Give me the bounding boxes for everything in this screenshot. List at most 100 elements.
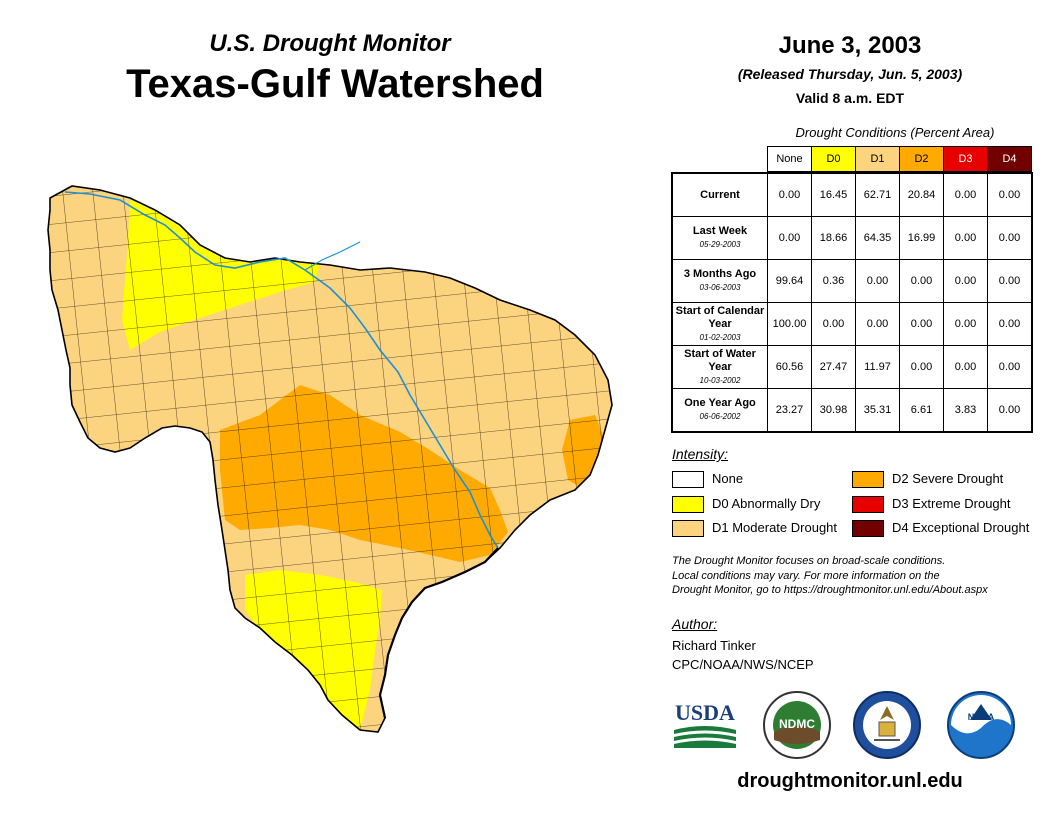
watershed-map <box>47 185 613 733</box>
swatch-d4 <box>852 520 884 538</box>
cell: 23.27 <box>767 388 812 433</box>
cell: 0.00 <box>855 302 900 346</box>
cell: 100.00 <box>767 302 812 346</box>
table-row: Start of Water Year 10-03-2002 60.56 27.4… <box>671 345 1033 389</box>
row-label-3-months-ago: 3 Months Ago 03-06-2003 <box>671 259 768 303</box>
col-none: None <box>767 146 812 172</box>
legend-label: D1 Moderate Drought <box>712 520 838 535</box>
legend-none: None <box>672 470 744 489</box>
col-d2: D2 <box>899 146 944 172</box>
cell: 0.00 <box>987 302 1033 346</box>
map-subtitle: U.S. Drought Monitor <box>209 30 451 57</box>
legend-d2: D2 Severe Drought <box>852 470 1004 489</box>
row-label-last-week: Last Week 05-29-2003 <box>671 216 768 260</box>
svg-text:USDA: USDA <box>675 700 735 725</box>
cell: 6.61 <box>899 388 944 433</box>
cell: 99.64 <box>767 259 812 303</box>
cell: 0.00 <box>899 302 944 346</box>
river-tributary <box>304 241 361 271</box>
note-line: The Drought Monitor focuses on broad-sca… <box>672 555 946 567</box>
cell: 0.00 <box>987 388 1033 433</box>
drought-table: Current 0.00 16.45 62.71 20.84 0.00 0.00… <box>671 172 1033 433</box>
legend-label: D4 Exceptional Drought <box>892 520 1030 535</box>
legend-d1: D1 Moderate Drought <box>672 519 838 538</box>
doc-seal-logo <box>853 691 921 759</box>
legend-d0: D0 Abnormally Dry <box>672 495 821 514</box>
cell: 0.00 <box>899 345 944 389</box>
table-row: Current 0.00 16.45 62.71 20.84 0.00 0.00 <box>671 172 1033 217</box>
cell: 16.45 <box>811 172 856 217</box>
swatch-d1 <box>672 520 704 538</box>
river-main <box>64 191 499 549</box>
row-label-start-calendar-year: Start of Calendar Year 01-02-2003 <box>671 302 768 346</box>
usda-logo: USDA <box>674 700 736 748</box>
row-label-current: Current <box>671 172 768 217</box>
cell: 3.83 <box>943 388 988 433</box>
col-d4: D4 <box>987 146 1032 172</box>
cell: 0.00 <box>987 172 1033 217</box>
cell: 62.71 <box>855 172 900 217</box>
valid-time: Valid 8 a.m. EDT <box>795 90 905 106</box>
cell: 16.99 <box>899 216 944 260</box>
cell: 18.66 <box>811 216 856 260</box>
cell: 0.36 <box>811 259 856 303</box>
cell: 35.31 <box>855 388 900 433</box>
gulf-coast <box>378 547 499 719</box>
svg-text:NDMC: NDMC <box>779 717 815 731</box>
noaa-logo: NOAA <box>947 691 1015 759</box>
cell: 27.47 <box>811 345 856 389</box>
legend-label: None <box>712 471 744 486</box>
table-caption: Drought Conditions (Percent Area) <box>795 125 995 140</box>
release-date: (Released Thursday, Jun. 5, 2003) <box>737 66 963 82</box>
map-date: June 3, 2003 <box>778 32 922 59</box>
cell: 0.00 <box>943 259 988 303</box>
legend-label: D2 Severe Drought <box>892 471 1004 486</box>
drought-table-header: None D0 D1 D2 D3 D4 <box>767 146 1032 172</box>
legend-d3: D3 Extreme Drought <box>852 495 1011 514</box>
cell: 60.56 <box>767 345 812 389</box>
swatch-none <box>672 471 704 489</box>
ndmc-logo: NDMC <box>763 691 831 759</box>
cell: 0.00 <box>899 259 944 303</box>
table-row: Last Week 05-29-2003 0.00 18.66 64.35 16.… <box>671 216 1033 260</box>
cell: 0.00 <box>767 216 812 260</box>
author-heading: Author: <box>672 616 718 632</box>
table-row: 3 Months Ago 03-06-2003 99.64 0.36 0.00 0… <box>671 259 1033 303</box>
cell: 0.00 <box>987 259 1033 303</box>
legend-label: D0 Abnormally Dry <box>712 496 821 511</box>
note-line: Drought Monitor, go to https://droughtmo… <box>672 584 988 596</box>
website-link[interactable]: droughtmonitor.unl.edu <box>737 770 963 792</box>
cell: 0.00 <box>987 216 1033 260</box>
author-name: Richard Tinker <box>672 638 756 653</box>
cell: 0.00 <box>767 172 812 217</box>
table-row: Start of Calendar Year 01-02-2003 100.00 … <box>671 302 1033 346</box>
swatch-d0 <box>672 496 704 514</box>
cell: 0.00 <box>855 259 900 303</box>
disclaimer-note: The Drought Monitor focuses on broad-sca… <box>672 554 1042 598</box>
col-d1: D1 <box>855 146 900 172</box>
row-label-one-year-ago: One Year Ago 06-06-2002 <box>671 388 768 433</box>
table-row: One Year Ago 06-06-2002 23.27 30.98 35.31… <box>671 388 1033 433</box>
swatch-d2 <box>852 471 884 489</box>
cell: 0.00 <box>987 345 1033 389</box>
legend-d4: D4 Exceptional Drought <box>852 519 1030 538</box>
col-d0: D0 <box>811 146 856 172</box>
legend-title: Intensity: <box>672 446 729 462</box>
swatch-d3 <box>852 496 884 514</box>
cell: 30.98 <box>811 388 856 433</box>
cell: 0.00 <box>943 345 988 389</box>
cell: 0.00 <box>943 302 988 346</box>
cell: 20.84 <box>899 172 944 217</box>
col-d3: D3 <box>943 146 988 172</box>
author-org: CPC/NOAA/NWS/NCEP <box>672 657 814 672</box>
cell: 64.35 <box>855 216 900 260</box>
row-label-start-water-year: Start of Water Year 10-03-2002 <box>671 345 768 389</box>
cell: 11.97 <box>855 345 900 389</box>
cell: 0.00 <box>811 302 856 346</box>
cell: 0.00 <box>943 172 988 217</box>
legend-label: D3 Extreme Drought <box>892 496 1011 511</box>
cell: 0.00 <box>943 216 988 260</box>
svg-text:NOAA: NOAA <box>968 712 995 722</box>
note-line: Local conditions may vary. For more info… <box>672 569 940 582</box>
map-title: Texas-Gulf Watershed <box>126 62 544 106</box>
